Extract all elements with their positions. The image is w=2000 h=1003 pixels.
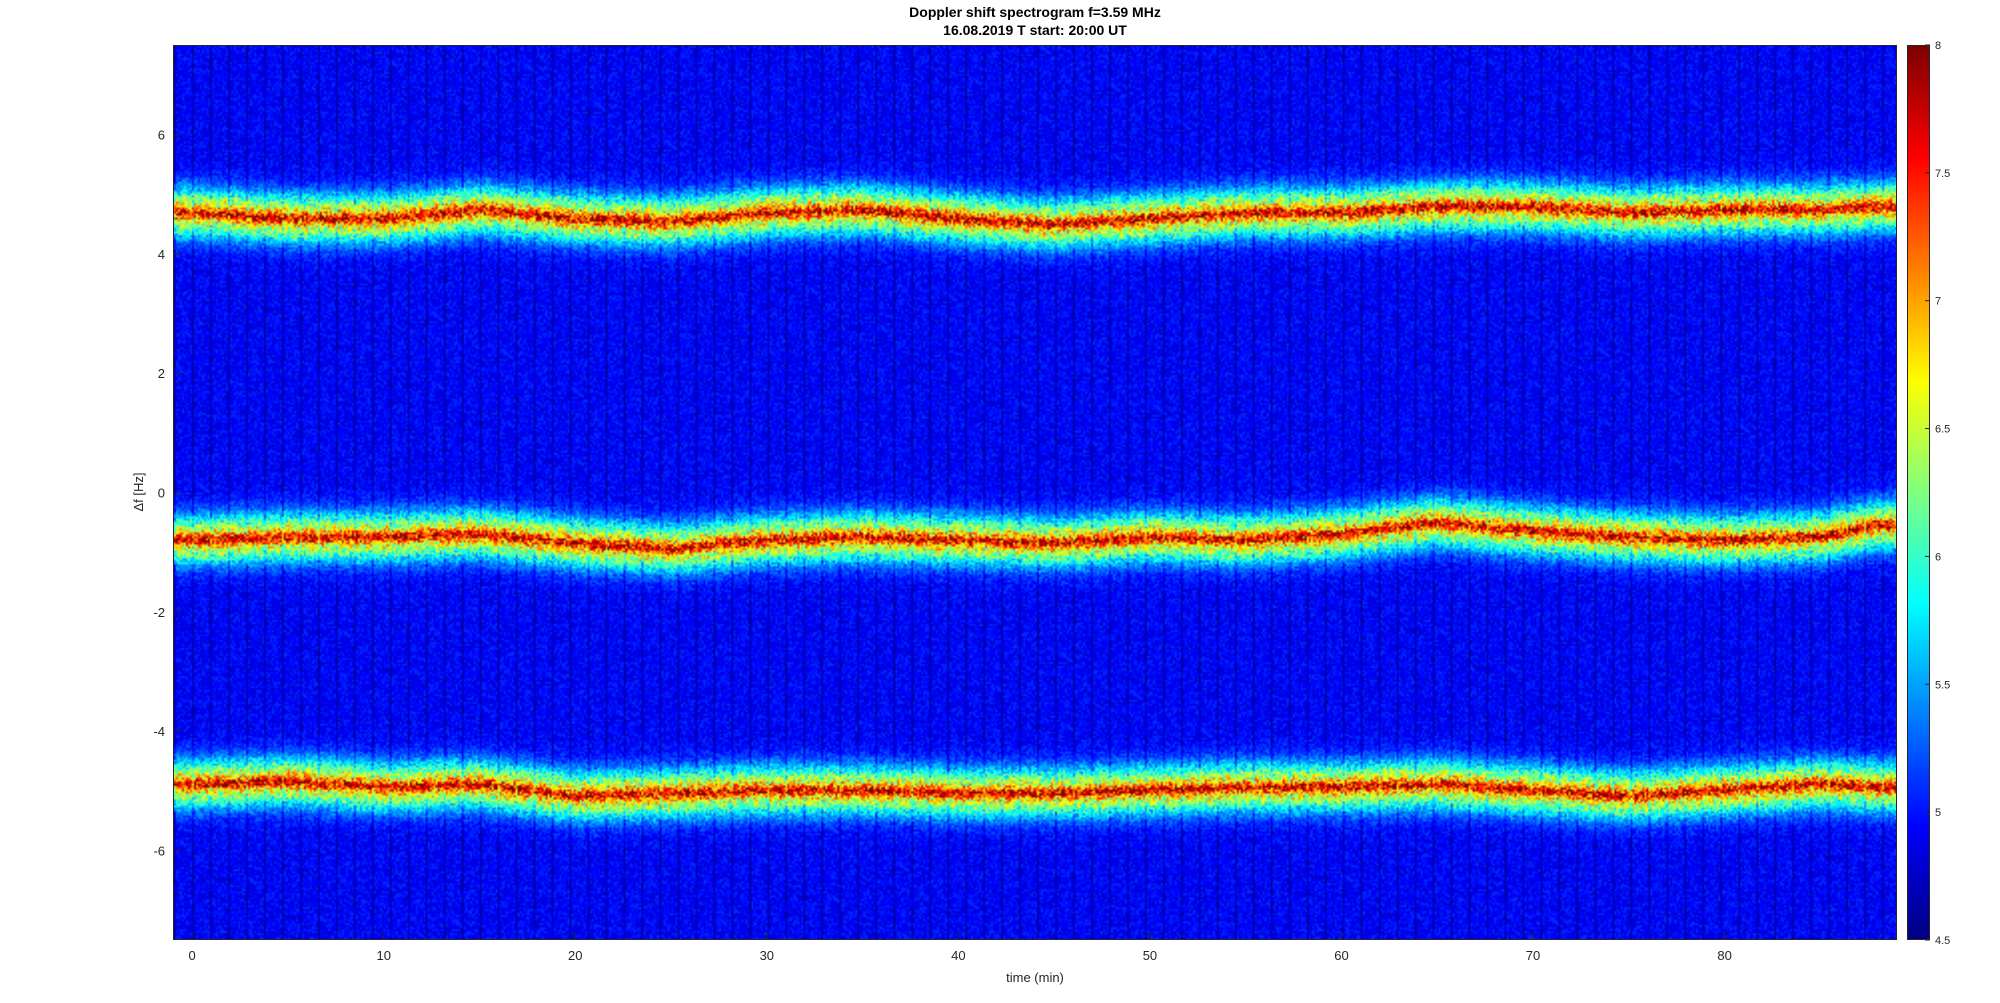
plot-area	[173, 45, 1897, 940]
x-tick-label: 20	[568, 948, 582, 963]
x-tick-label: 70	[1526, 948, 1540, 963]
x-tick-label: 0	[189, 948, 196, 963]
y-tick-label: 2	[158, 366, 165, 381]
colorbar-tick-label: 6	[1935, 551, 1941, 563]
colorbar-tick-label: 4.5	[1935, 935, 1950, 947]
y-tick-label: 4	[158, 247, 165, 262]
colorbar-gradient	[1908, 46, 1929, 939]
y-tick-label: -2	[153, 605, 165, 620]
colorbar-tick-label: 5.5	[1935, 679, 1950, 691]
x-tick-label: 50	[1143, 948, 1157, 963]
x-tick-label: 40	[951, 948, 965, 963]
chart-title: Doppler shift spectrogram f=3.59 MHz	[909, 4, 1161, 20]
x-tick-label: 80	[1717, 948, 1731, 963]
y-axis-label: Δf [Hz]	[131, 472, 146, 511]
y-tick-label: 0	[158, 486, 165, 501]
colorbar-tick-label: 5	[1935, 807, 1941, 819]
colorbar	[1907, 45, 1930, 940]
x-axis-label: time (min)	[1006, 970, 1064, 985]
chart-subtitle: 16.08.2019 T start: 20:00 UT	[943, 22, 1127, 38]
colorbar-tick-label: 7.5	[1935, 168, 1950, 180]
spectrogram-image	[174, 46, 1896, 939]
x-tick-label: 10	[376, 948, 390, 963]
x-tick-label: 60	[1334, 948, 1348, 963]
y-tick-label: 6	[158, 128, 165, 143]
colorbar-tick-label: 7	[1935, 296, 1941, 308]
x-tick-label: 30	[760, 948, 774, 963]
colorbar-tick-label: 6.5	[1935, 424, 1950, 436]
colorbar-tick-label: 8	[1935, 40, 1941, 52]
y-tick-label: -4	[153, 724, 165, 739]
y-tick-label: -6	[153, 844, 165, 859]
